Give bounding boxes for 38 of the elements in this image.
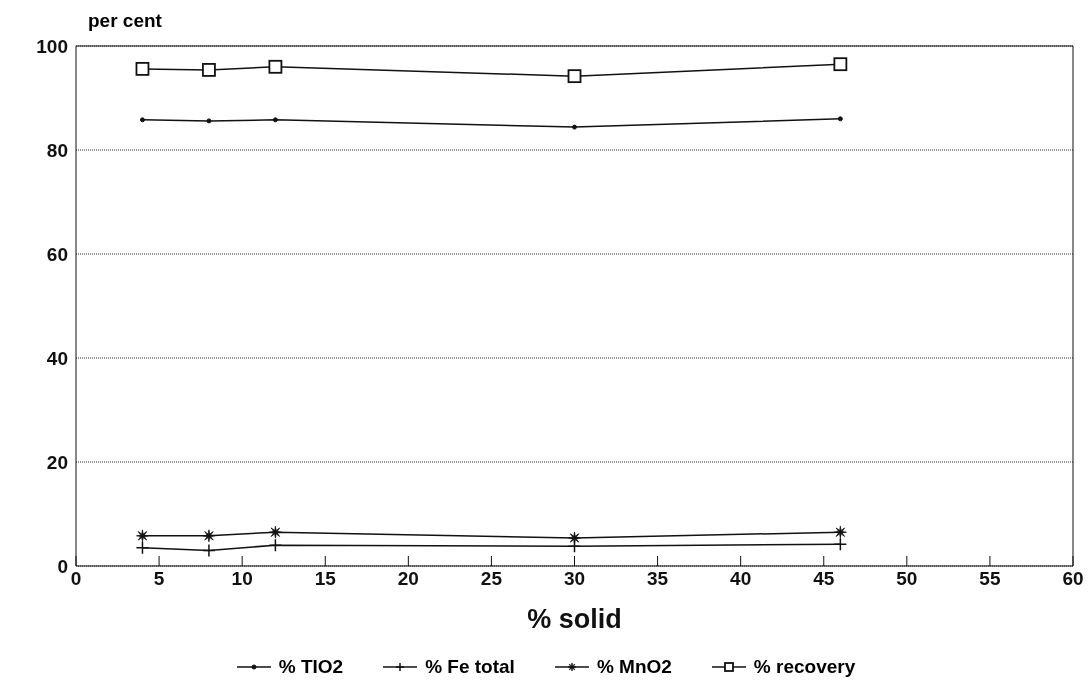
y-tick-label: 80 [46, 139, 68, 161]
x-tick-label: 10 [231, 568, 253, 590]
point [833, 525, 847, 539]
point [568, 531, 581, 545]
y-tick-label: 40 [46, 347, 68, 369]
x-tick-label: 5 [153, 568, 165, 590]
x-tick-label: 60 [1062, 568, 1084, 590]
x-tick-label: 30 [563, 568, 586, 590]
legend-label: % Fe total [425, 656, 515, 678]
point [833, 57, 848, 72]
x-tick-label: 15 [314, 568, 337, 590]
x-tick-label: 40 [730, 568, 752, 590]
x-tick-label: 50 [896, 568, 918, 590]
x-tick-label: 55 [979, 568, 1001, 590]
point [268, 538, 283, 552]
y-tick-label: 20 [46, 451, 68, 473]
x-tick-label: 0 [70, 568, 82, 590]
x-tick-label: 45 [813, 568, 835, 590]
point [202, 63, 216, 77]
x-tick-label: 25 [480, 568, 503, 590]
x-axis-title: % solid [527, 604, 622, 634]
point [202, 529, 216, 543]
point [135, 541, 150, 555]
x-tick-label: 35 [647, 568, 669, 590]
point [567, 69, 582, 84]
y-tick-label: 100 [36, 35, 68, 57]
legend-label: % recovery [753, 656, 856, 678]
y-axis-title: per cent [88, 10, 162, 32]
point [202, 543, 216, 558]
y-tick-label: 60 [46, 243, 68, 265]
legend-label: % TIO2 [278, 656, 344, 678]
point [135, 61, 150, 76]
point [268, 59, 283, 74]
point [136, 529, 149, 543]
point [269, 525, 282, 539]
legend-label: % MnO2 [596, 656, 672, 678]
x-tick-label: 20 [397, 568, 419, 590]
point [833, 537, 848, 551]
